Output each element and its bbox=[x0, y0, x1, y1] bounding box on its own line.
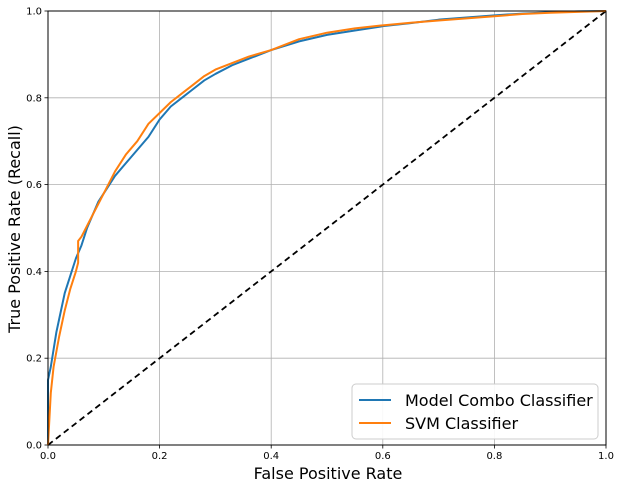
y-tick-label: 0.6 bbox=[26, 180, 42, 191]
x-tick-label: 0.8 bbox=[486, 451, 502, 462]
plot-frame bbox=[47, 10, 607, 446]
legend-label-model-combo: Model Combo Classifier bbox=[405, 391, 593, 410]
x-tick-label: 1.0 bbox=[598, 451, 614, 462]
y-tick-label: 1.0 bbox=[26, 7, 42, 18]
tick-labels: 0.0 0.2 0.4 0.6 0.8 1.0 0.0 0.2 0.4 0.6 0.8 1.0 bbox=[26, 7, 614, 463]
x-tick-label: 0.4 bbox=[263, 451, 279, 462]
y-axis-label: True Positive Rate (Recall) bbox=[5, 125, 24, 334]
random-baseline-line bbox=[47, 10, 607, 446]
y-tick-label: 0.0 bbox=[26, 441, 42, 452]
legend-label-svm: SVM Classifier bbox=[405, 414, 518, 433]
x-tick-label: 0.2 bbox=[152, 451, 168, 462]
legend-box bbox=[351, 383, 599, 440]
y-tick-label: 0.2 bbox=[26, 354, 42, 365]
x-tick-label: 0.6 bbox=[375, 451, 391, 462]
legend: Model Combo Classifier SVM Classifier bbox=[351, 383, 599, 440]
x-tick-label: 0.0 bbox=[40, 451, 56, 462]
x-axis-label: False Positive Rate bbox=[254, 464, 403, 483]
y-tick-label: 0.8 bbox=[26, 93, 42, 104]
series-line-svm bbox=[47, 10, 607, 446]
series-lines bbox=[47, 10, 607, 446]
y-tick-label: 0.4 bbox=[26, 267, 42, 278]
